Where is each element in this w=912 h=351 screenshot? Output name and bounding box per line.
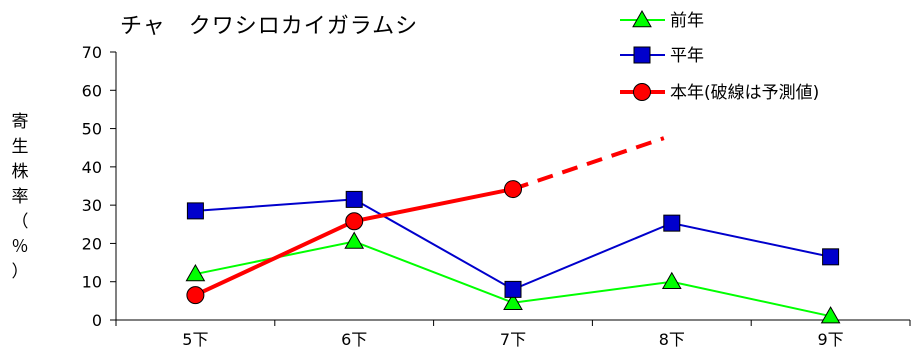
x-tick-label: 8下 [659,330,685,349]
series-2 [186,136,665,305]
y-tick-label: 0 [92,311,102,330]
x-tick-label: 9下 [818,330,844,349]
x-tick-label: 7下 [500,330,526,349]
data-point [504,180,522,199]
y-axis-label-char: ％ [11,237,29,257]
y-tick-label: 10 [82,273,102,292]
y-axis-label-char: （ [11,212,29,232]
data-point [822,248,840,266]
data-point [186,202,204,220]
data-point [504,280,522,298]
y-axis-label-char: 生 [11,137,29,157]
y-axis-label-char: 株 [11,162,29,182]
legend-marker [633,46,651,64]
series-line [195,198,831,291]
y-tick-label: 70 [82,43,102,62]
y-tick-label: 60 [82,81,102,100]
data-point [820,306,841,324]
series-0 [185,231,841,324]
y-axis-label-char: ） [11,262,29,282]
series-1 [186,190,840,298]
legend-label: 前年 [670,11,704,31]
legend-marker [633,83,651,101]
predicted-line [512,136,665,191]
chart-title: チャ クワシロカイガラムシ [120,14,419,39]
y-axis-label-char: 寄 [11,112,29,132]
data-point [186,286,205,305]
x-tick-label: 6下 [341,330,367,349]
y-tick-label: 30 [82,196,102,215]
y-tick-label: 40 [82,158,102,177]
x-tick-label: 5下 [182,330,208,349]
legend-label: 平年 [670,46,704,66]
data-point [661,271,682,289]
y-tick-label: 20 [82,234,102,253]
data-point [663,214,681,232]
y-axis-label-char: 率 [11,187,29,207]
series-layer [185,136,841,324]
data-point [344,231,365,249]
data-point [345,212,364,231]
data-point [185,264,206,282]
data-point [345,190,363,208]
y-tick-label: 50 [82,120,102,139]
data-point [503,292,523,311]
legend-label: 本年(破線は予測値) [670,83,819,103]
axes: 0 10 20 30 40 50 60 70 5下 6下 7下 8下 9下 [82,43,911,349]
legend-marker [632,9,652,28]
y-axis-label: 寄生株率 （ ％ ） [8,110,32,285]
